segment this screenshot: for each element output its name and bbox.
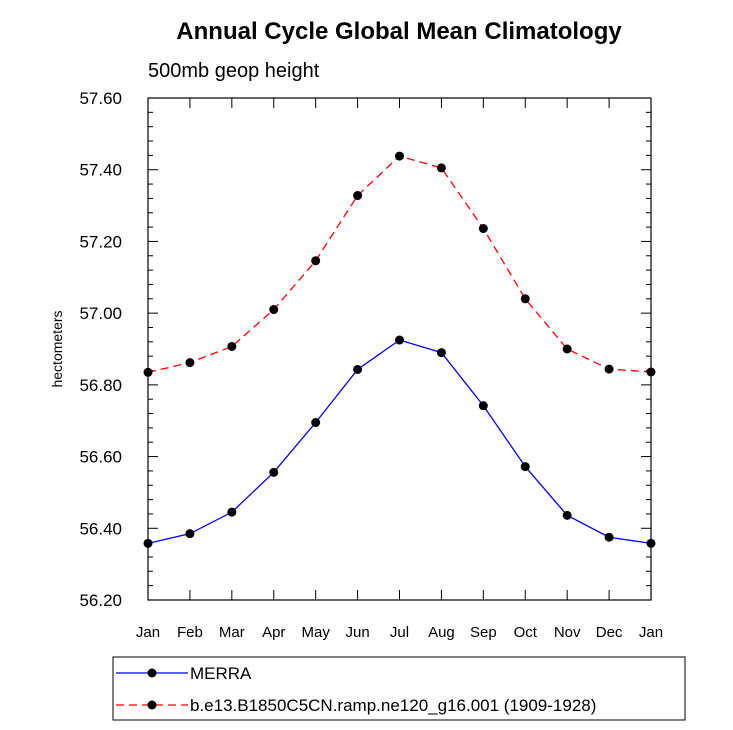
legend-label: MERRA xyxy=(190,664,252,683)
x-tick-label: Feb xyxy=(177,624,203,641)
axis-ticks xyxy=(147,97,652,601)
data-point xyxy=(478,401,488,411)
series-1 xyxy=(143,151,656,377)
x-tick-labels: Jan Feb Mar Apr May Jun Jul Aug Sep Oct Nov Dec Jan xyxy=(136,624,663,641)
data-point xyxy=(520,294,530,304)
data-point xyxy=(353,191,363,201)
x-tick-label: Sep xyxy=(470,624,497,641)
y-tick-label: 57.00 xyxy=(79,304,122,323)
x-tick-label: Jun xyxy=(345,624,369,641)
x-tick-label: Apr xyxy=(262,624,285,641)
legend-marker xyxy=(147,700,157,710)
legend: MERRA b.e13.B1850C5CN.ramp.ne120_g16.001 … xyxy=(116,664,596,715)
x-tick-label: Aug xyxy=(428,624,455,641)
y-tick-label: 57.40 xyxy=(79,161,122,180)
y-tick-label: 57.60 xyxy=(79,89,122,108)
y-tick-label: 56.80 xyxy=(79,376,122,395)
data-point xyxy=(436,163,446,173)
data-point xyxy=(143,538,153,548)
data-point xyxy=(520,462,530,472)
data-point xyxy=(604,532,614,542)
x-tick-label: May xyxy=(301,624,330,641)
plot-frame xyxy=(147,97,652,601)
x-tick-label: Nov xyxy=(554,624,581,641)
x-tick-label: Jan xyxy=(639,624,663,641)
y-axis-label: hectometers xyxy=(49,310,65,387)
x-tick-label: Oct xyxy=(514,624,538,641)
data-point xyxy=(478,224,488,234)
x-tick-label: Jan xyxy=(136,624,160,641)
data-point xyxy=(269,467,279,477)
y-tick-labels: 56.20 56.40 56.60 56.80 57.00 57.20 57.40 57.60 xyxy=(79,89,122,610)
data-point xyxy=(353,364,363,374)
data-point xyxy=(562,344,572,354)
x-tick-label: Dec xyxy=(596,624,623,641)
legend-marker xyxy=(147,668,157,678)
data-point xyxy=(185,529,195,539)
y-tick-label: 56.60 xyxy=(79,448,122,467)
data-point xyxy=(646,367,656,377)
data-point xyxy=(185,358,195,368)
data-point xyxy=(227,507,237,517)
y-tick-label: 56.20 xyxy=(79,591,122,610)
data-point xyxy=(646,538,656,548)
data-point xyxy=(395,151,404,161)
chart-title: Annual Cycle Global Mean Climatology xyxy=(176,18,622,45)
legend-box xyxy=(112,656,686,721)
data-point xyxy=(143,367,153,377)
series-line xyxy=(147,339,652,544)
data-point xyxy=(227,341,237,351)
series-0 xyxy=(143,335,656,548)
data-point xyxy=(436,348,446,358)
x-tick-label: Mar xyxy=(219,624,245,641)
data-point xyxy=(311,256,321,266)
legend-label: b.e13.B1850C5CN.ramp.ne120_g16.001 (1909… xyxy=(190,696,596,715)
data-point xyxy=(395,335,404,345)
y-tick-label: 57.20 xyxy=(79,232,122,251)
chart-subtitle: 500mb geop height xyxy=(148,60,320,82)
y-tick-label: 56.40 xyxy=(79,519,122,538)
data-point xyxy=(562,510,572,520)
data-point xyxy=(604,364,614,374)
data-point xyxy=(269,305,279,315)
series-layer xyxy=(143,151,656,548)
x-tick-label: Jul xyxy=(390,624,409,641)
data-point xyxy=(311,418,321,428)
